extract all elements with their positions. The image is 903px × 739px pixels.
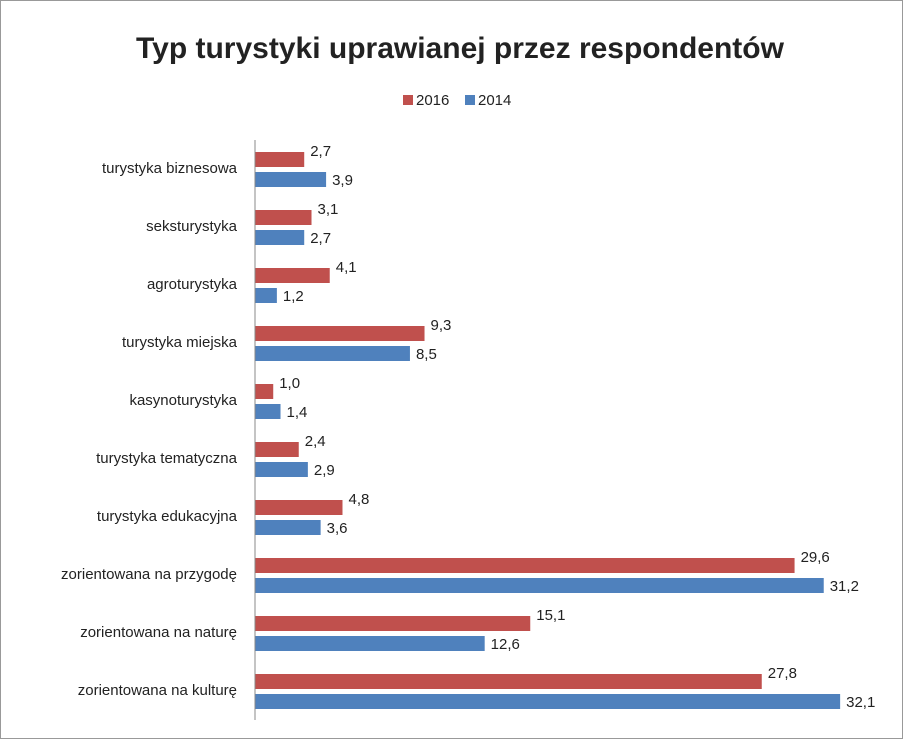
y-tick-label: seksturystyka	[146, 218, 238, 235]
data-label: 1,2	[283, 288, 304, 305]
data-label: 27,8	[768, 665, 797, 682]
bar	[255, 346, 410, 361]
bar	[255, 674, 762, 689]
y-tick-label: zorientowana na naturę	[80, 624, 237, 641]
data-label: 2,9	[314, 462, 335, 479]
bar	[255, 578, 824, 593]
data-label: 3,9	[332, 172, 353, 189]
bar	[255, 404, 281, 419]
bar	[255, 152, 305, 167]
data-label: 1,4	[287, 404, 308, 421]
bar	[255, 462, 308, 477]
bar	[255, 558, 795, 573]
data-label: 2,4	[305, 433, 326, 450]
y-tick-label: turystyka miejska	[122, 334, 238, 351]
bar	[255, 172, 327, 187]
bar	[255, 616, 531, 631]
bar	[255, 210, 312, 225]
data-label: 12,6	[491, 636, 520, 653]
bar	[255, 636, 485, 651]
legend-swatch	[403, 95, 413, 105]
bar	[255, 442, 299, 457]
data-label: 29,6	[801, 549, 830, 566]
bar	[255, 384, 274, 399]
data-label: 9,3	[431, 317, 452, 334]
data-label: 2,7	[310, 143, 331, 160]
bar	[255, 694, 841, 709]
chart-title: Typ turystyki uprawianej przez responden…	[136, 32, 785, 65]
legend-label: 2014	[478, 92, 511, 109]
y-tick-label: kasynoturystyka	[129, 392, 237, 409]
data-label: 1,0	[279, 375, 300, 392]
bar	[255, 288, 277, 303]
data-label: 3,1	[318, 201, 339, 218]
bar	[255, 230, 305, 245]
bar	[255, 520, 321, 535]
y-tick-label: turystyka tematyczna	[96, 450, 238, 467]
y-tick-label: zorientowana na przygodę	[61, 566, 237, 583]
y-tick-label: turystyka edukacyjna	[97, 508, 238, 525]
y-tick-label: turystyka biznesowa	[102, 160, 238, 177]
data-label: 4,8	[348, 491, 369, 508]
legend-label: 2016	[416, 92, 449, 109]
bar	[255, 500, 343, 515]
data-label: 32,1	[846, 694, 875, 711]
data-label: 31,2	[830, 578, 859, 595]
bar	[255, 326, 425, 341]
data-label: 4,1	[336, 259, 357, 276]
y-tick-label: zorientowana na kulturę	[78, 682, 237, 699]
data-label: 3,6	[327, 520, 348, 537]
bar	[255, 268, 330, 283]
legend-swatch	[465, 95, 475, 105]
data-label: 15,1	[536, 607, 565, 624]
y-tick-label: agroturystyka	[147, 276, 238, 293]
data-label: 8,5	[416, 346, 437, 363]
data-label: 2,7	[310, 230, 331, 247]
